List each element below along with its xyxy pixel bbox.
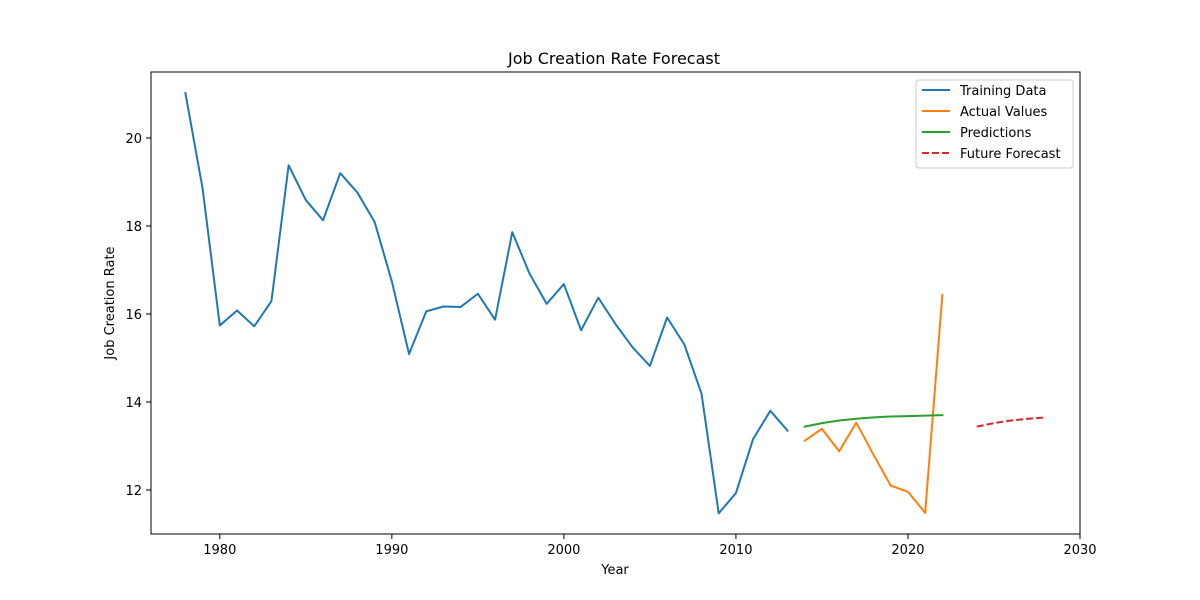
y-tick-label-4: 20 xyxy=(125,132,142,147)
x-tick-label-4: 2020 xyxy=(891,543,924,558)
plot-frame xyxy=(150,71,1081,535)
y-tick-label-1: 14 xyxy=(125,396,142,411)
series-line-0 xyxy=(184,91,789,515)
legend-label-2: Predictions xyxy=(960,126,1032,141)
y-axis-label: Job Creation Rate xyxy=(103,246,118,360)
series-line-1 xyxy=(803,293,944,514)
chart-title: Job Creation Rate Forecast xyxy=(507,49,720,68)
legend-box xyxy=(915,79,1074,169)
y-tick-label-3: 18 xyxy=(125,220,142,235)
plot-lines xyxy=(184,91,1046,515)
x-tick-label-5: 2030 xyxy=(1063,543,1096,558)
legend-label-0: Training Data xyxy=(959,84,1046,99)
legend: Training Data Actual Values Predictions Fut… xyxy=(915,79,1074,169)
x-axis: 1980 1990 2000 2010 2020 2030 xyxy=(203,534,1097,558)
legend-label-3: Future Forecast xyxy=(960,147,1061,162)
x-tick-label-0: 1980 xyxy=(203,543,236,558)
x-tick-label-3: 2010 xyxy=(719,543,752,558)
series-line-2 xyxy=(803,414,944,428)
y-tick-label-2: 16 xyxy=(125,308,142,323)
x-axis-label: Year xyxy=(600,563,629,578)
y-axis: 12 14 16 18 20 xyxy=(125,132,151,499)
legend-label-1: Actual Values xyxy=(960,105,1048,120)
x-tick-label-2: 2000 xyxy=(547,543,580,558)
x-tick-label-1: 1990 xyxy=(375,543,408,558)
y-tick-label-0: 12 xyxy=(125,484,142,499)
series-line-3 xyxy=(976,416,1046,428)
